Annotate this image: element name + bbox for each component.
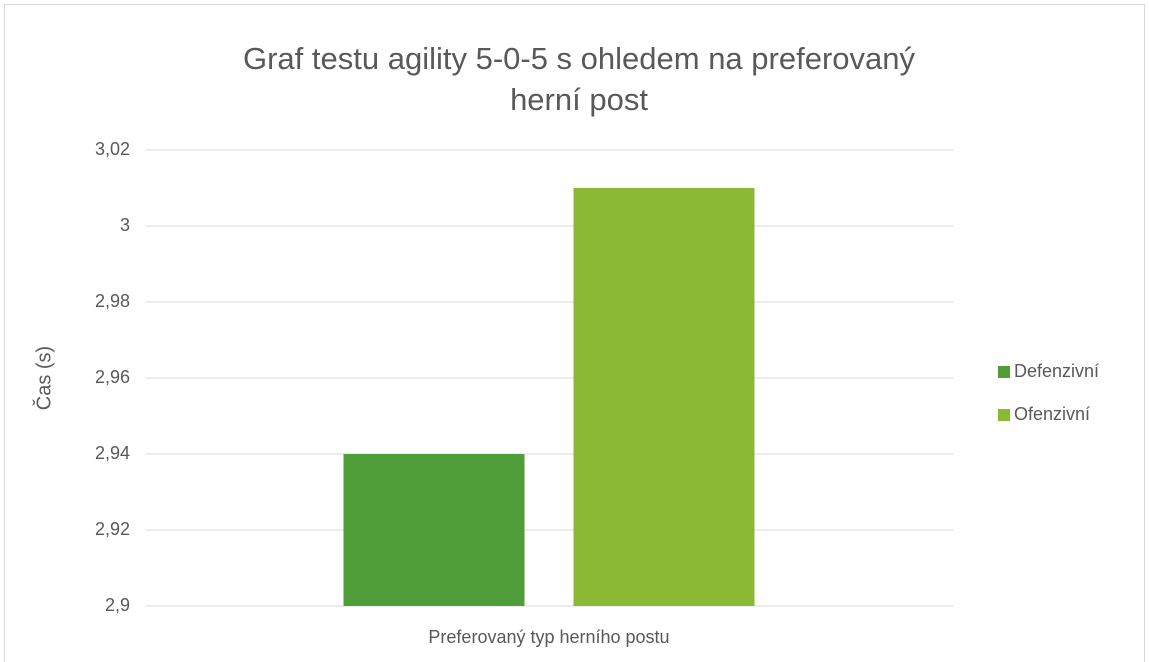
y-axis-label: Čas (s): [32, 346, 55, 410]
bar: [343, 454, 525, 606]
x-axis-label: Preferovaný typ herního postu: [428, 627, 669, 647]
chart-title: Graf testu agility 5-0-5 s ohledem na pr…: [242, 41, 915, 117]
legend-swatch: [998, 366, 1010, 378]
y-tick-label: 2,94: [95, 443, 130, 463]
legend-label: Ofenzivní: [1014, 404, 1090, 424]
y-tick-label: 2,92: [95, 519, 130, 539]
y-tick-label: 2,9: [105, 595, 130, 615]
y-tick-label: 3: [120, 215, 130, 235]
chart-border: [4, 4, 1145, 662]
y-tick-label: 2,98: [95, 291, 130, 311]
y-tick-label: 3,02: [95, 139, 130, 159]
bar: [573, 188, 755, 606]
legend-swatch: [998, 409, 1010, 421]
legend-label: Defenzivní: [1014, 361, 1099, 381]
y-tick-label: 2,96: [95, 367, 130, 387]
